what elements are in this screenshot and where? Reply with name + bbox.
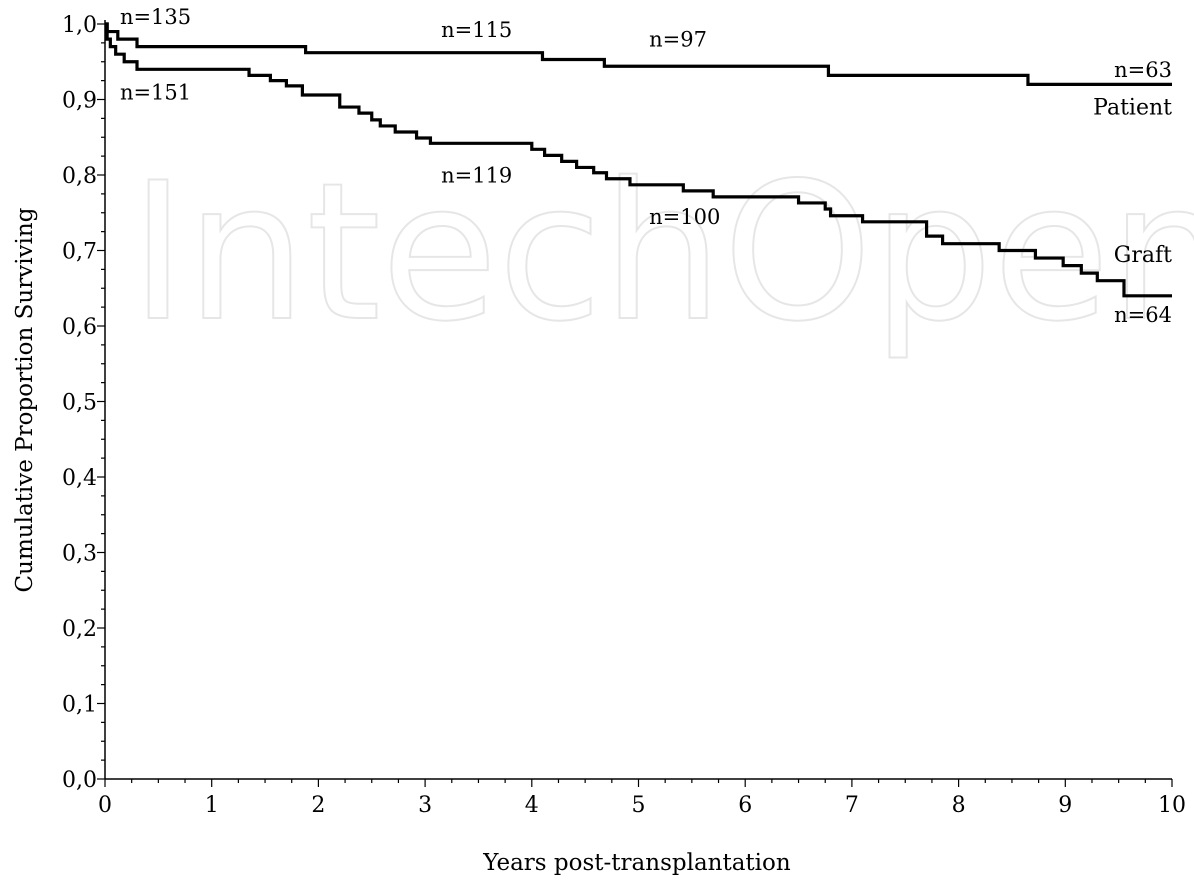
count-annotation: n=97 (649, 28, 707, 52)
count-annotation: n=64 (1114, 303, 1172, 327)
x-tick-label: 10 (1158, 793, 1186, 818)
y-tick-label: 0,9 (62, 89, 97, 114)
x-tick-label: 9 (1058, 793, 1072, 818)
count-annotation: n=135 (120, 5, 191, 29)
y-tick-label: 0,0 (62, 768, 97, 793)
x-tick-label: 5 (632, 793, 646, 818)
y-axis-label: Cumulative Proportion Surviving (12, 207, 38, 592)
series-label: Patient (1093, 96, 1172, 121)
x-tick-label: 0 (98, 793, 112, 818)
count-annotation: n=100 (649, 205, 720, 229)
y-tick-label: 0,6 (62, 315, 97, 340)
count-annotation: n=115 (441, 18, 512, 42)
x-tick-label: 4 (525, 793, 539, 818)
y-tick-label: 0,1 (62, 693, 97, 718)
y-tick-label: 0,5 (62, 391, 97, 416)
x-tick-label: 6 (738, 793, 752, 818)
y-tick-label: 0,4 (62, 466, 97, 491)
series-label: Graft (1114, 243, 1172, 268)
watermark-text: IntechOpen (130, 142, 1194, 363)
y-tick-label: 0,8 (62, 164, 97, 189)
x-tick-label: 8 (952, 793, 966, 818)
y-tick-label: 0,7 (62, 240, 97, 265)
x-tick-label: 7 (845, 793, 859, 818)
x-tick-label: 1 (205, 793, 219, 818)
y-tick-label: 0,3 (62, 542, 97, 567)
y-tick-label: 0,2 (62, 617, 97, 642)
x-tick-label: 2 (311, 793, 325, 818)
axes: 0 1 2 3 4 5 6 7 8 9 10 0,0 0,1 0,2 0,3 0,4 0,5 0,6 0,7 0,8 0… (62, 13, 1186, 818)
y-tick-label: 1,0 (62, 13, 97, 38)
count-annotation: n=151 (120, 81, 191, 105)
x-axis-label: Years post-transplantation (482, 850, 791, 876)
series-layer (105, 22, 1172, 298)
count-annotation: n=119 (441, 164, 512, 188)
series-line-patient (105, 22, 1172, 86)
x-tick-label: 3 (418, 793, 432, 818)
count-annotation: n=63 (1114, 58, 1172, 82)
series-line-graft (105, 22, 1172, 298)
labels-layer: Patient Graft n=135 n=115 n=97 n=63 n=151 n=119… (120, 5, 1172, 327)
